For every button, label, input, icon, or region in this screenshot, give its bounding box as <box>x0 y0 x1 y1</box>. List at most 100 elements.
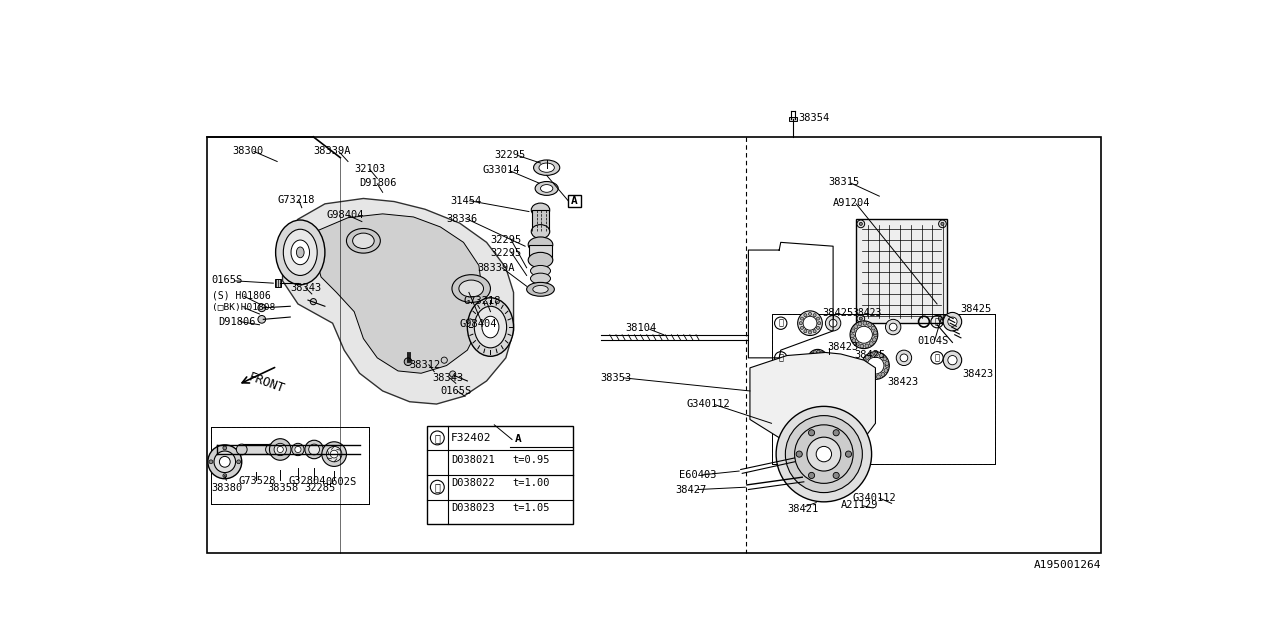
Bar <box>426 426 573 524</box>
Circle shape <box>858 315 865 323</box>
Circle shape <box>809 331 812 334</box>
Circle shape <box>829 319 837 327</box>
Text: A21129: A21129 <box>841 500 878 510</box>
Text: G32804: G32804 <box>289 476 326 486</box>
Circle shape <box>941 222 943 225</box>
Text: D91806: D91806 <box>360 179 397 188</box>
Circle shape <box>886 319 901 335</box>
Circle shape <box>786 415 863 493</box>
Bar <box>568 195 581 207</box>
Bar <box>512 433 525 445</box>
Text: 38421: 38421 <box>787 504 818 514</box>
Text: 38312: 38312 <box>410 360 440 370</box>
Text: 32295: 32295 <box>490 235 522 244</box>
Circle shape <box>850 334 854 338</box>
Polygon shape <box>316 214 483 373</box>
Ellipse shape <box>475 307 507 348</box>
Circle shape <box>209 460 212 464</box>
Circle shape <box>855 342 859 346</box>
Ellipse shape <box>321 442 347 467</box>
Circle shape <box>881 372 884 376</box>
Text: ②: ② <box>778 353 783 362</box>
Ellipse shape <box>483 316 499 338</box>
Text: E60403: E60403 <box>680 470 717 479</box>
Text: 0104S: 0104S <box>918 336 948 346</box>
Circle shape <box>257 316 266 323</box>
Circle shape <box>799 322 803 324</box>
Text: D91806: D91806 <box>219 317 256 327</box>
Text: 38425: 38425 <box>960 304 992 314</box>
Circle shape <box>840 362 847 369</box>
Text: 32285: 32285 <box>305 483 335 493</box>
Text: 38423: 38423 <box>887 377 918 387</box>
Ellipse shape <box>532 285 548 293</box>
Text: 38343: 38343 <box>291 283 321 293</box>
Text: (□BK)H01808: (□BK)H01808 <box>211 303 275 312</box>
Ellipse shape <box>283 229 317 275</box>
Text: 38380: 38380 <box>211 483 242 493</box>
Circle shape <box>864 369 868 373</box>
Text: D038022: D038022 <box>451 478 495 488</box>
Circle shape <box>873 331 877 335</box>
Circle shape <box>860 344 864 348</box>
Text: G33014: G33014 <box>483 165 520 175</box>
Circle shape <box>813 330 817 333</box>
Text: G340112: G340112 <box>687 399 731 409</box>
Circle shape <box>809 355 812 358</box>
Circle shape <box>818 322 820 324</box>
Text: F32402: F32402 <box>451 433 492 444</box>
Circle shape <box>941 317 943 320</box>
Circle shape <box>823 353 826 356</box>
Ellipse shape <box>529 252 553 268</box>
Ellipse shape <box>535 182 558 195</box>
Circle shape <box>310 298 316 305</box>
Circle shape <box>814 351 817 354</box>
Text: G73528: G73528 <box>238 476 276 486</box>
Bar <box>772 314 995 464</box>
Circle shape <box>872 326 876 330</box>
Ellipse shape <box>347 228 380 253</box>
Text: ②: ② <box>934 353 940 362</box>
Circle shape <box>214 451 236 472</box>
Bar <box>275 279 282 287</box>
Bar <box>772 314 995 464</box>
Text: 32295: 32295 <box>494 150 526 160</box>
Text: t=1.00: t=1.00 <box>513 478 550 488</box>
Ellipse shape <box>270 438 291 460</box>
Text: 38300: 38300 <box>233 146 264 156</box>
Circle shape <box>854 324 858 328</box>
Circle shape <box>800 326 804 330</box>
Circle shape <box>900 354 908 362</box>
Text: G340112: G340112 <box>852 493 896 502</box>
Ellipse shape <box>531 225 549 239</box>
Circle shape <box>800 317 804 320</box>
Circle shape <box>858 220 865 228</box>
Circle shape <box>223 474 227 477</box>
Ellipse shape <box>534 160 559 175</box>
Ellipse shape <box>237 444 247 455</box>
Circle shape <box>869 342 873 346</box>
Circle shape <box>817 350 820 353</box>
Text: 0165S: 0165S <box>211 275 243 285</box>
Text: G73218: G73218 <box>278 195 315 205</box>
Circle shape <box>851 329 855 333</box>
Circle shape <box>873 338 877 342</box>
Ellipse shape <box>467 298 513 356</box>
Text: A91204: A91204 <box>833 198 870 209</box>
Circle shape <box>207 445 242 479</box>
Text: A: A <box>515 435 521 444</box>
Text: 32103: 32103 <box>355 164 385 174</box>
Ellipse shape <box>539 163 554 172</box>
Circle shape <box>442 357 447 364</box>
Bar <box>207 137 1101 553</box>
Circle shape <box>776 406 872 502</box>
Circle shape <box>947 356 957 365</box>
Circle shape <box>795 425 852 483</box>
Circle shape <box>824 358 827 361</box>
Circle shape <box>850 321 878 349</box>
Text: 38425: 38425 <box>855 350 886 360</box>
Text: 0602S: 0602S <box>325 477 356 487</box>
Circle shape <box>223 446 227 450</box>
Circle shape <box>943 312 961 331</box>
Circle shape <box>884 369 888 372</box>
